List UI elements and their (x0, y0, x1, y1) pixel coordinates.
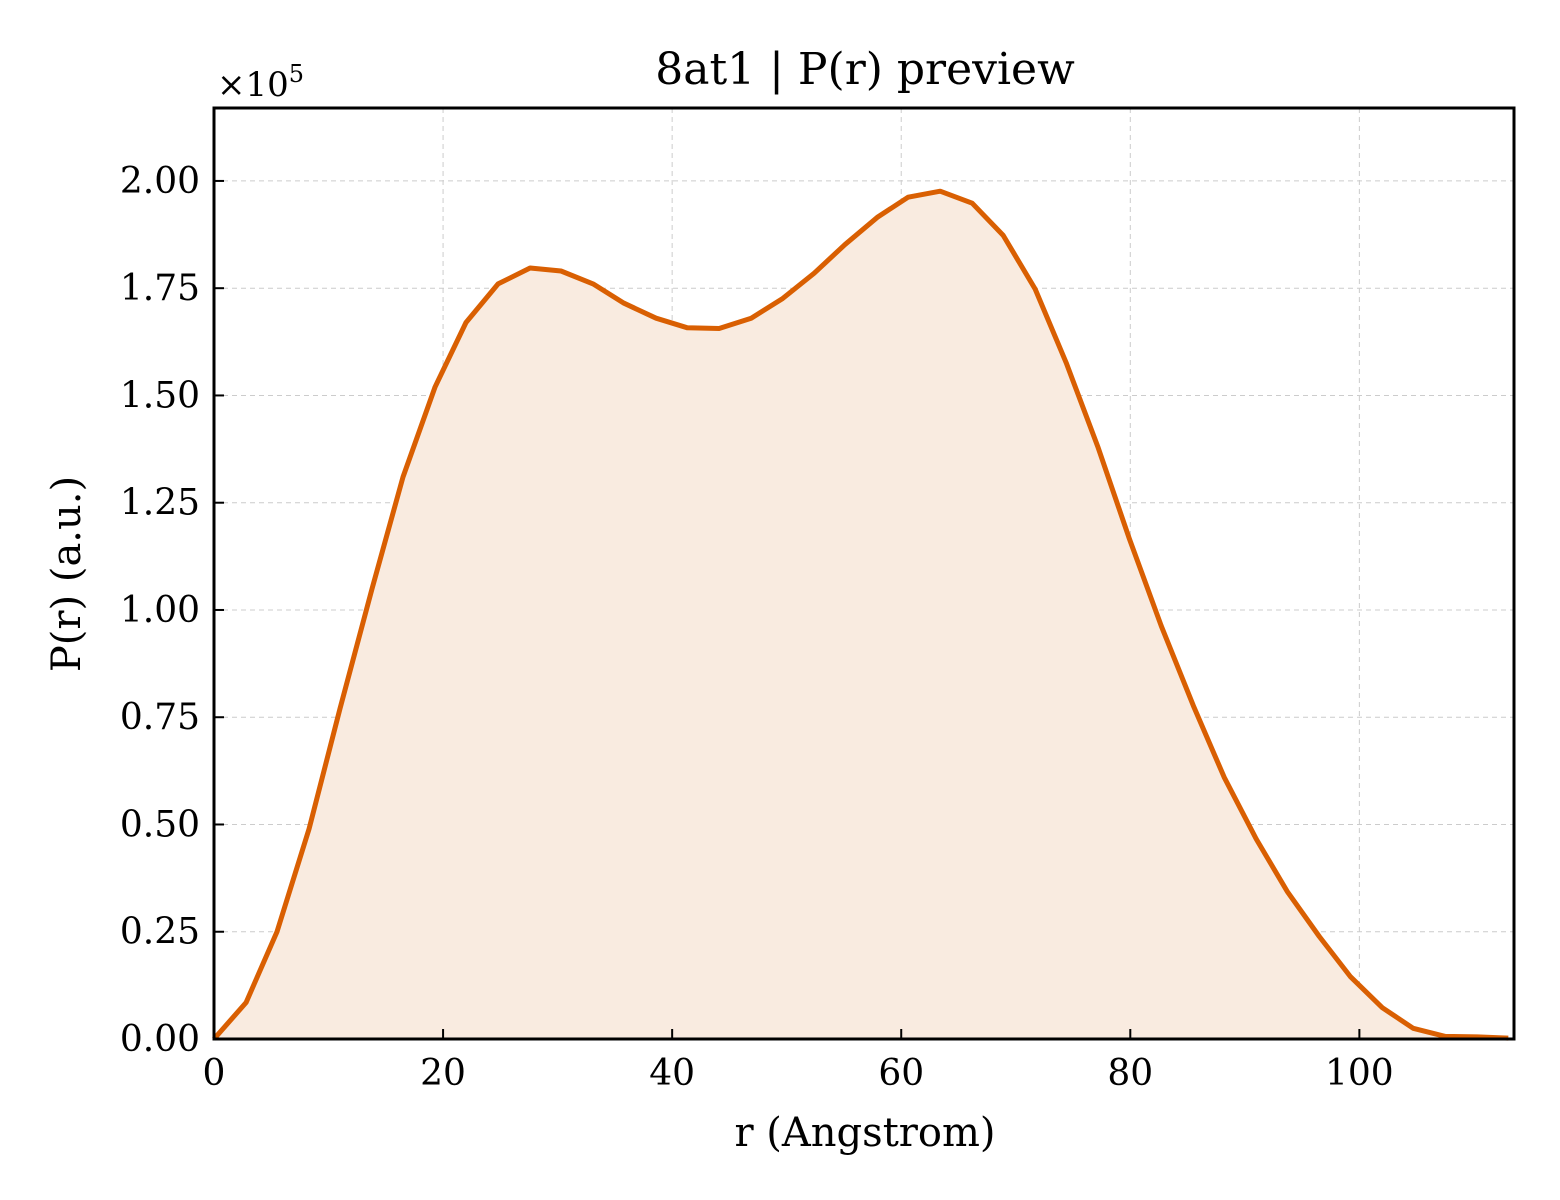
x-tick-label: 100 (1325, 1053, 1394, 1094)
x-tick-label: 20 (420, 1053, 466, 1094)
y-tick-label: 1.50 (120, 375, 200, 416)
y-tick-label: 0.25 (120, 912, 200, 953)
y-tick-label: 2.00 (120, 161, 200, 202)
y-tick-label: 1.75 (120, 268, 200, 309)
y-axis-label: P(r) (a.u.) (44, 476, 90, 672)
chart-title: 8at1 | P(r) preview (655, 44, 1075, 95)
y-tick-label: 1.00 (120, 590, 200, 631)
x-tick-label: 40 (649, 1053, 695, 1094)
x-tick-label: 60 (878, 1053, 924, 1094)
x-tick-label: 80 (1107, 1053, 1153, 1094)
plot-frame (212, 106, 1516, 1041)
y-tick-label: 1.25 (120, 483, 200, 524)
x-tick-label: 0 (203, 1053, 226, 1094)
y-tick-label: 0.00 (120, 1019, 200, 1060)
y-tick-label: 0.50 (120, 804, 200, 845)
x-axis-label: r (Angstrom) (734, 1110, 995, 1156)
pr-area-fill (214, 191, 1509, 1039)
pr-series-line (212, 188, 1509, 1041)
y-axis-offset-label: ×105 (217, 60, 304, 105)
y-tick-label: 0.75 (120, 697, 200, 738)
